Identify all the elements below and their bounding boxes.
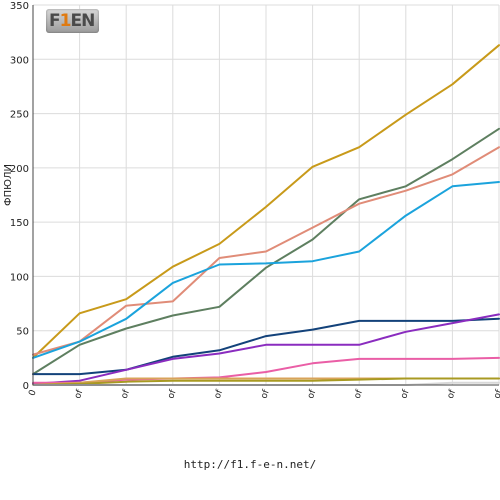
y-tick-label: 50 [16, 327, 29, 338]
series-line-6 [32, 313, 500, 385]
x-tick-label: of [166, 388, 179, 400]
x-tick-label: of [446, 388, 459, 400]
x-tick-label: of [213, 388, 226, 400]
y-tick-label: 200 [10, 164, 29, 175]
grid [32, 4, 500, 386]
series-line-2 [32, 127, 500, 376]
y-axis-label: ФПЮЛИ [3, 164, 14, 206]
x-tick-label: 0 [27, 388, 38, 397]
y-tick-label: 150 [10, 218, 29, 229]
series-line-9 [32, 377, 500, 386]
series-line-4 [32, 181, 500, 359]
x-tick-label: of [399, 388, 412, 400]
series-line-1 [32, 44, 500, 359]
y-tick-label: 100 [10, 272, 29, 283]
x-tick-label: of [353, 388, 366, 400]
footer-url: http://f1.f-e-n.net/ [183, 458, 317, 471]
y-tick-label: 300 [10, 55, 29, 66]
y-tick-label: 250 [10, 110, 29, 121]
series-lines [32, 44, 500, 386]
logo-digit-1: 1 [59, 11, 72, 31]
logo-letters-en: EN [70, 11, 95, 31]
series-line-3 [32, 146, 500, 356]
x-tick-label: of [492, 388, 500, 400]
series-line-5 [32, 317, 500, 376]
y-tick-label: 0 [23, 381, 29, 392]
logo-letter-f: F [49, 11, 61, 31]
site-logo: F 1 EN [46, 8, 99, 34]
x-tick-label: of [73, 388, 86, 400]
y-tick-label: 350 [10, 1, 29, 12]
x-tick-label: of [120, 388, 133, 400]
x-tick-label: of [259, 388, 272, 400]
logo-icon: F 1 EN [46, 9, 99, 33]
x-tick-label: of [306, 388, 319, 400]
